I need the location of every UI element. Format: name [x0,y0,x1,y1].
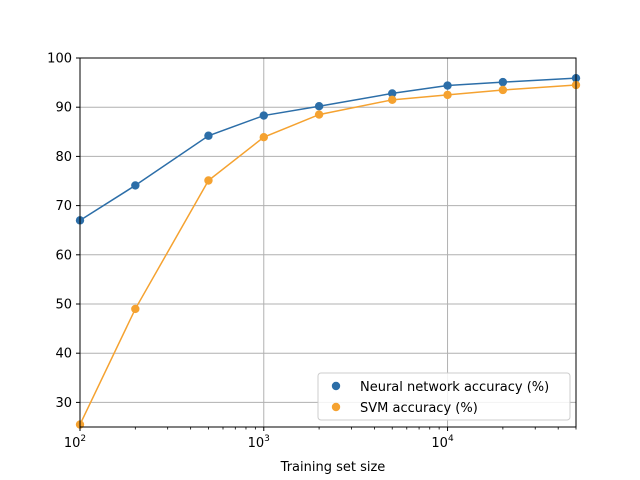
legend-box [317,372,571,421]
data-point-neural-network [131,181,140,190]
data-point-neural-network [314,102,324,111]
data-point-svm [131,304,140,314]
data-point-svm [314,110,324,119]
data-point-neural-network [498,77,508,87]
legend-label: SVM accuracy (%) [360,401,478,416]
y-tick-label: 80 [55,150,72,165]
y-tick-label: 60 [55,248,72,263]
x-tick-label: 102 [64,434,86,451]
legend-marker [331,402,341,412]
x-axis-label: Training set size [280,460,386,475]
data-point-svm [259,133,268,142]
data-point-svm [204,176,213,185]
data-point-neural-network [388,89,397,98]
y-tick-label: 30 [55,396,72,411]
data-point-svm [443,90,452,100]
axis-ticks: 30 40 50 60 70 80 90 100 102 103 104 [47,52,577,451]
y-tick-label: 100 [47,52,72,67]
data-point-neural-network [443,81,452,90]
y-tick-label: 70 [55,199,72,214]
data-point-svm [388,95,397,105]
series-layer [75,73,581,429]
data-point-svm [498,85,508,95]
y-tick-label: 40 [55,347,72,362]
data-point-neural-network [204,131,213,140]
legend: Neural network accuracy (%) SVM accuracy … [317,372,571,421]
plot-frame [79,57,577,428]
legend-label: Neural network accuracy (%) [360,380,549,395]
y-tick-label: 90 [55,101,72,116]
data-point-neural-network [259,111,268,120]
legend-marker [331,381,341,391]
x-tick-label: 104 [431,434,454,451]
y-tick-label: 50 [55,298,72,313]
x-tick-label: 103 [248,434,270,451]
